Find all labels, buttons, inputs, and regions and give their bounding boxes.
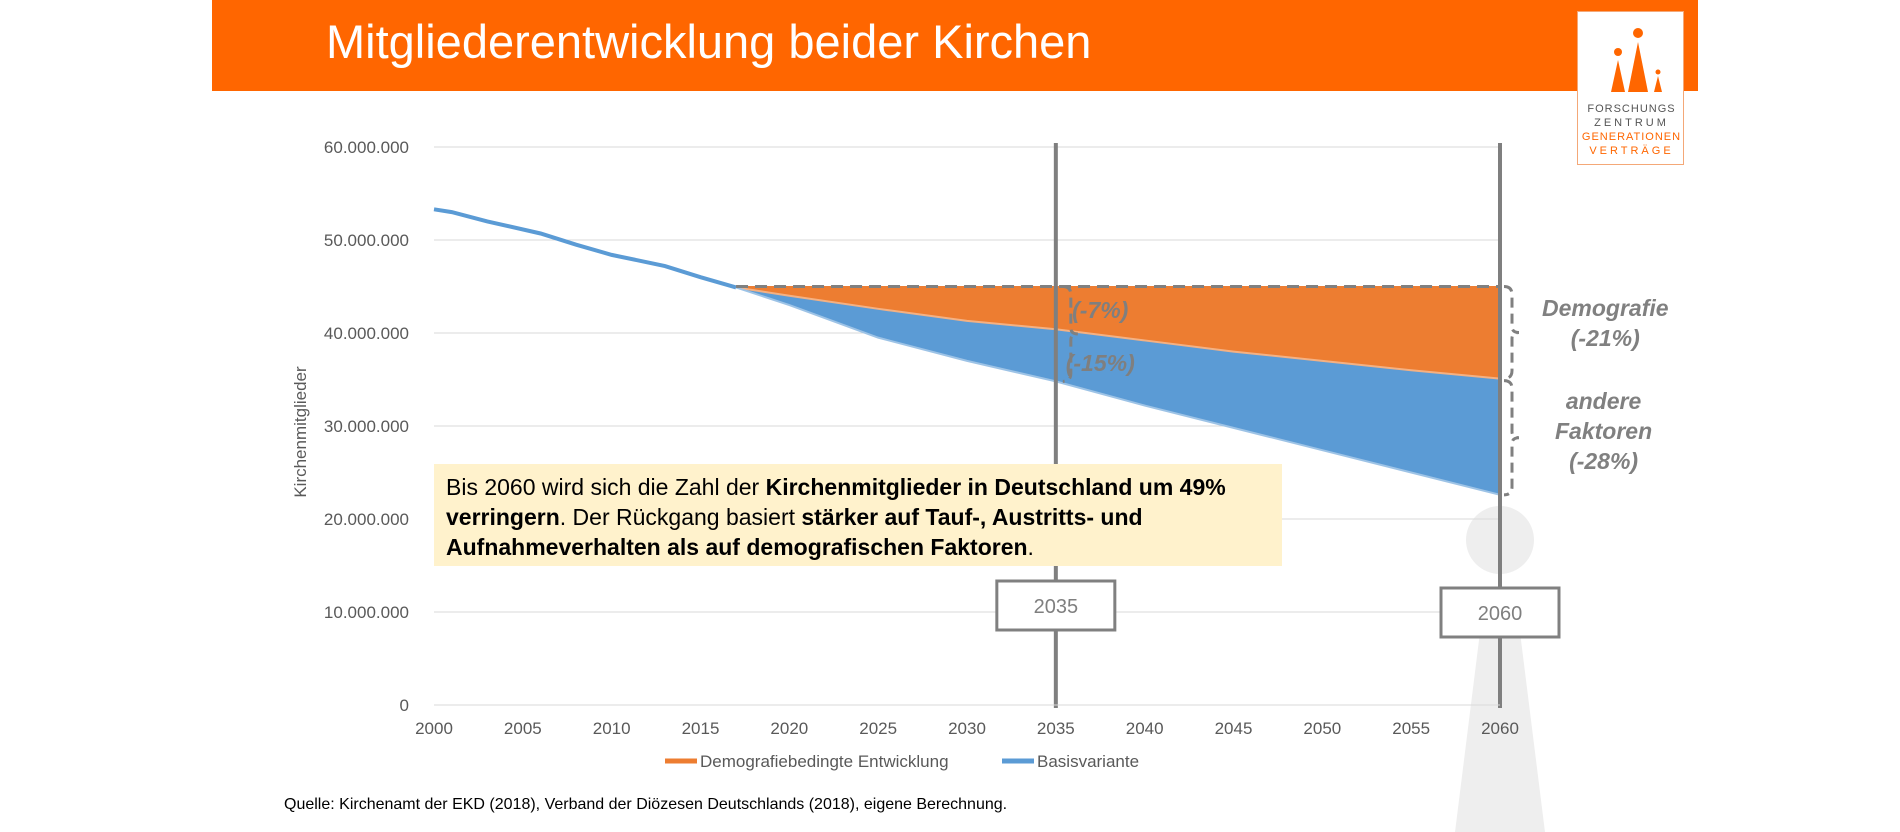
x-tick-label: 2005 — [504, 719, 542, 738]
marker-box-2035 — [995, 579, 1117, 632]
line-basisvariante — [735, 286, 1501, 496]
y-axis-label: Kirchenmitglieder — [291, 366, 310, 498]
logo-figures-icon — [1611, 28, 1662, 92]
annotation-text-3: . — [1027, 534, 1034, 560]
annotation-pct: (-7%) — [1072, 297, 1128, 323]
label-andere-line1: andere — [1565, 388, 1642, 414]
marker-box-2060 — [1439, 586, 1561, 639]
label-demografie-line2: (-21%) — [1570, 325, 1640, 351]
logo-text-2: ZENTRUM — [1594, 117, 1669, 129]
legend-layer: Demografiebedingte Entwicklung Basisvaria… — [665, 752, 1139, 771]
y-tick-label: 20.000.000 — [324, 510, 409, 529]
annotation-bold-2: stärker auf Tauf-, Austritts- und Aufnah… — [446, 504, 1143, 560]
x-tick-label: 2050 — [1303, 719, 1341, 738]
annotation-text-2: . Der Rückgang basiert — [559, 504, 802, 530]
source-note: Quelle: Kirchenamt der EKD (2018), Verba… — [284, 796, 1008, 813]
axis-layer: 0 10.000.000 20.000.000 30.000.000 40.000.00… — [291, 138, 1519, 738]
bracket-demografie — [1503, 285, 1520, 381]
x-tick-label: 2035 — [1037, 719, 1075, 738]
label-andere-faktoren: andere Faktoren (-28%) — [1555, 386, 1652, 476]
line-history — [433, 207, 737, 290]
x-tick-label: 2040 — [1126, 719, 1164, 738]
label-andere-line2: Faktoren — [1555, 418, 1653, 444]
marker-layer: 2035 2060 — [736, 143, 1561, 708]
annotation-text-1: Bis 2060 wird sich die Zahl der — [446, 474, 766, 500]
logo: FORSCHUNGS ZENTRUM GENERATIONEN VERTRÄGE — [1577, 11, 1684, 165]
annotation-layer: (-7%) (-15%) — [1066, 297, 1135, 376]
label-demografie: Demografie (-21%) — [1542, 293, 1669, 353]
x-tick-label: 2045 — [1215, 719, 1253, 738]
logo-text-3: GENERATIONEN — [1581, 131, 1682, 143]
label-andere-line3: (-28%) — [1569, 448, 1639, 474]
x-tick-label: 2000 — [415, 719, 453, 738]
x-tick-label: 2020 — [770, 719, 808, 738]
x-tick-label: 2025 — [859, 719, 897, 738]
legend-label: Basisvariante — [1037, 752, 1139, 771]
y-tick-label: 10.000.000 — [324, 603, 409, 622]
marker-label-2035: 2035 — [1034, 596, 1079, 618]
x-tick-label: 2055 — [1392, 719, 1430, 738]
x-tick-label: 2015 — [682, 719, 720, 738]
bracket-andere — [1503, 379, 1520, 497]
y-tick-label: 40.000.000 — [324, 324, 409, 343]
line-demografie — [735, 286, 1501, 380]
y-tick-label: 0 — [400, 696, 409, 715]
x-tick-label: 2030 — [948, 719, 986, 738]
logo-text-4: VERTRÄGE — [1589, 145, 1674, 157]
logo-text-1: FORSCHUNGS — [1587, 103, 1676, 115]
annotation-pct: (-15%) — [1066, 350, 1135, 376]
y-tick-label: 30.000.000 — [324, 417, 409, 436]
header-bar: Mitgliederentwicklung beider Kirchen — [212, 0, 1698, 91]
annotation-bold-1: Kirchenmitglieder in Deutschland um 49% … — [446, 474, 1226, 530]
annotation-box: Bis 2060 wird sich die Zahl der Kirchenm… — [434, 464, 1282, 566]
y-tick-label: 60.000.000 — [324, 138, 409, 157]
x-tick-label: 2010 — [593, 719, 631, 738]
y-tick-label: 50.000.000 — [324, 231, 409, 250]
bracket-2035 — [1062, 285, 1078, 383]
label-demografie-line1: Demografie — [1542, 295, 1669, 321]
x-tick-label: 2060 — [1481, 719, 1519, 738]
marker-label-2060: 2060 — [1478, 603, 1523, 625]
area-layer — [433, 207, 1501, 496]
page-title: Mitgliederentwicklung beider Kirchen — [326, 15, 1092, 68]
legend-label: Demografiebedingte Entwicklung — [700, 752, 949, 771]
